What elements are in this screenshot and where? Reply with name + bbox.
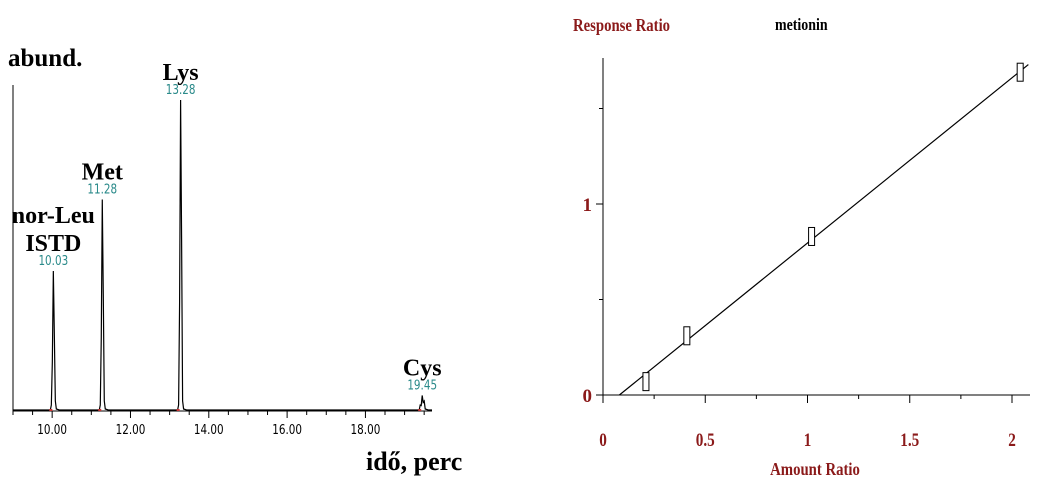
cal-fit [618, 64, 1029, 396]
chrom-tick-label: 14.00 [194, 422, 224, 437]
chrom-tick-label: 18.00 [351, 422, 381, 437]
cal-point [642, 372, 650, 392]
cal-x-tick-label: 1.5 [900, 429, 919, 450]
chrom-compound-label: Met [82, 160, 123, 186]
cal-x-tick-label: 2 [1008, 429, 1016, 450]
chrom-compound-label: Cys [403, 355, 442, 381]
cal-x-tick-label: 0.5 [696, 429, 715, 450]
chromatogram: abund. idő, perc 10.00 12.00 14.00 16.00 18.… [8, 45, 462, 476]
chrom-trace [13, 99, 432, 411]
cal-ticks: 0 0.5 1 1.5 2 0 1 [583, 108, 1016, 450]
cal-y-label: Response Ratio [573, 15, 670, 36]
chrom-tick-label: 10.00 [37, 422, 67, 437]
cal-point [683, 326, 691, 346]
chrom-compound-label-2: ISTD [25, 231, 81, 257]
chrom-trace-line [13, 99, 432, 411]
cal-points [642, 62, 1024, 392]
chrom-x-ticks: 10.00 12.00 14.00 16.00 18.00 [12, 411, 425, 437]
chrom-compound-label: nor-Leu [12, 203, 95, 229]
cal-fit-line [618, 64, 1029, 396]
chrom-x-label: idő, perc [366, 447, 462, 476]
chrom-rt-label: 19.45 [407, 377, 437, 392]
chrom-baseline-mark [49, 409, 53, 411]
chrom-y-label: abund. [8, 45, 82, 72]
cal-point [808, 226, 816, 246]
chrom-rt-label: 11.28 [87, 181, 117, 196]
chrom-rt-label: 13.28 [166, 82, 196, 97]
chrom-rt-label: 10.03 [38, 253, 68, 268]
cal-x-tick-label: 0 [599, 429, 607, 450]
chrom-compound-label: Lys [163, 60, 199, 86]
cal-title: metionin [775, 16, 828, 35]
chrom-baseline-mark [418, 409, 422, 411]
cal-point [1016, 62, 1024, 82]
cal-y-tick-label: 0 [583, 386, 593, 407]
calibration-plot: Response Ratio metionin Amount Ratio 0 0.… [573, 15, 1030, 480]
chrom-tick-label: 12.00 [116, 422, 146, 437]
chrom-tick-label: 16.00 [272, 422, 302, 437]
chrom-baseline-mark [176, 409, 180, 411]
chrom-baseline-mark [98, 409, 102, 411]
cal-x-label: Amount Ratio [770, 459, 860, 480]
cal-y-tick-label: 1 [583, 195, 593, 216]
cal-x-tick-label: 1 [804, 429, 812, 450]
